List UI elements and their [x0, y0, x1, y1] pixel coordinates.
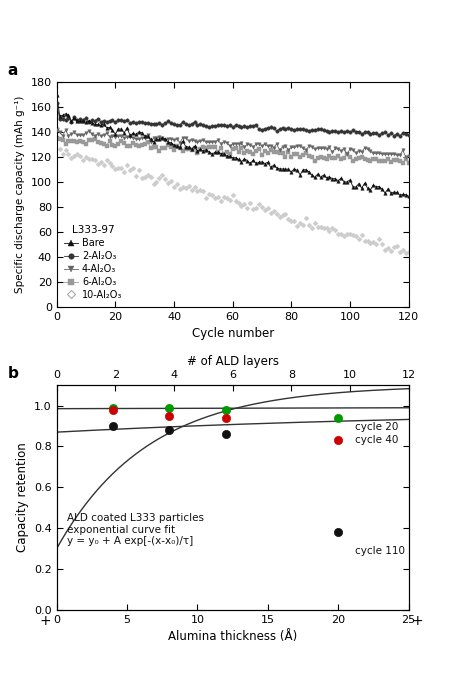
Point [166, 402, 173, 413]
X-axis label: Cycle number: Cycle number [192, 327, 274, 340]
Point [109, 404, 117, 415]
Point [222, 429, 229, 440]
Point [335, 435, 342, 446]
Point [166, 425, 173, 436]
X-axis label: Alumina thickness (Å): Alumina thickness (Å) [168, 630, 297, 643]
Point [222, 412, 229, 423]
Point [335, 412, 342, 423]
Text: cycle 20: cycle 20 [355, 422, 399, 432]
X-axis label: # of ALD layers: # of ALD layers [187, 355, 279, 368]
Point [166, 410, 173, 421]
Legend: Bare, 2-Al₂O₃, 4-Al₂O₃, 6-Al₂O₃, 10-Al₂O₃: Bare, 2-Al₂O₃, 4-Al₂O₃, 6-Al₂O₃, 10-Al₂O… [62, 223, 124, 302]
Text: b: b [7, 366, 18, 381]
Point [222, 404, 229, 415]
Y-axis label: Capacity retention: Capacity retention [15, 443, 29, 552]
Point [109, 421, 117, 432]
Text: a: a [7, 63, 18, 77]
Point [335, 527, 342, 538]
Point [109, 402, 117, 413]
Text: cycle 40: cycle 40 [355, 435, 399, 445]
Text: ALD coated L333 particles
exponential curve fit
y = y₀ + A exp[-(x-x₀)/τ]: ALD coated L333 particles exponential cu… [67, 513, 204, 547]
Text: +: + [40, 614, 51, 627]
Text: cycle 110: cycle 110 [355, 547, 405, 556]
Y-axis label: Specific discharge capacity (mAh g⁻¹): Specific discharge capacity (mAh g⁻¹) [15, 96, 25, 293]
Text: +: + [411, 614, 423, 627]
